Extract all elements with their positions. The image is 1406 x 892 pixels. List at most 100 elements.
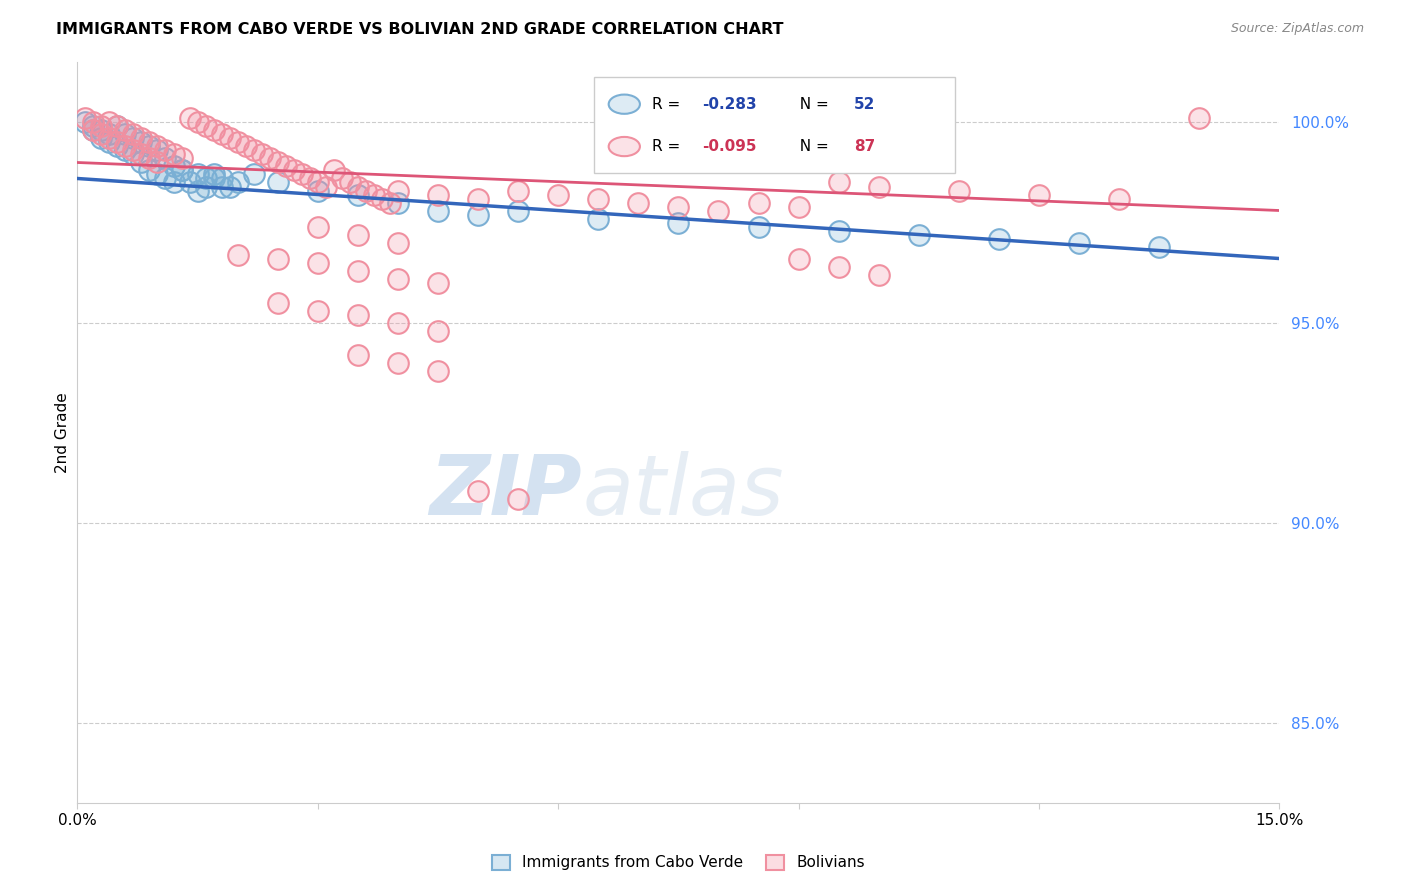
Point bbox=[387, 235, 409, 250]
Point bbox=[508, 184, 530, 198]
Point bbox=[1188, 112, 1211, 126]
Point bbox=[155, 171, 177, 186]
Point bbox=[107, 120, 129, 134]
Point bbox=[387, 316, 409, 330]
Point bbox=[1069, 235, 1091, 250]
Point bbox=[226, 136, 249, 150]
Point bbox=[427, 324, 450, 338]
Legend: Immigrants from Cabo Verde, Bolivians: Immigrants from Cabo Verde, Bolivians bbox=[485, 848, 872, 877]
Point bbox=[202, 171, 225, 186]
Point bbox=[627, 195, 650, 210]
Point bbox=[138, 136, 160, 150]
Point bbox=[194, 120, 217, 134]
Point bbox=[82, 120, 104, 134]
Point bbox=[828, 176, 851, 190]
Point bbox=[226, 247, 249, 261]
Point bbox=[748, 219, 770, 234]
Point bbox=[668, 215, 690, 229]
Point bbox=[347, 187, 370, 202]
Point bbox=[138, 152, 160, 166]
Point bbox=[347, 348, 370, 362]
Point bbox=[90, 123, 112, 137]
Point bbox=[170, 152, 193, 166]
Point bbox=[339, 176, 361, 190]
Point bbox=[347, 179, 370, 194]
Point bbox=[868, 268, 890, 282]
Point bbox=[98, 131, 121, 145]
Point bbox=[948, 184, 970, 198]
Point bbox=[387, 195, 409, 210]
Point bbox=[427, 276, 450, 290]
Point bbox=[547, 187, 569, 202]
Point bbox=[707, 203, 730, 218]
Point bbox=[508, 491, 530, 506]
Point bbox=[787, 252, 810, 266]
Point bbox=[828, 223, 851, 237]
Point bbox=[988, 231, 1011, 245]
Point bbox=[427, 203, 450, 218]
Point bbox=[114, 144, 136, 158]
Point bbox=[307, 255, 329, 269]
Point bbox=[787, 200, 810, 214]
Point bbox=[508, 203, 530, 218]
Point bbox=[387, 355, 409, 369]
Point bbox=[298, 171, 321, 186]
Point bbox=[98, 115, 121, 129]
Point bbox=[242, 144, 264, 158]
Point bbox=[146, 144, 169, 158]
Point bbox=[1108, 192, 1130, 206]
Point bbox=[307, 176, 329, 190]
Point bbox=[242, 168, 264, 182]
Text: R =: R = bbox=[652, 96, 685, 112]
Point bbox=[162, 176, 184, 190]
Point bbox=[267, 176, 290, 190]
Point bbox=[75, 112, 97, 126]
Point bbox=[146, 139, 169, 153]
Y-axis label: 2nd Grade: 2nd Grade bbox=[55, 392, 70, 473]
Point bbox=[131, 131, 153, 145]
Point bbox=[218, 179, 240, 194]
Point bbox=[235, 139, 257, 153]
Point bbox=[1149, 239, 1171, 253]
Point bbox=[146, 155, 169, 169]
Text: atlas: atlas bbox=[582, 451, 785, 533]
Point bbox=[218, 131, 240, 145]
Point bbox=[347, 308, 370, 322]
Point bbox=[82, 123, 104, 137]
Point bbox=[131, 155, 153, 169]
Text: N =: N = bbox=[790, 96, 834, 112]
Point bbox=[114, 128, 136, 142]
Point bbox=[226, 176, 249, 190]
Point bbox=[322, 163, 344, 178]
Point bbox=[354, 184, 377, 198]
Point bbox=[347, 263, 370, 277]
Point bbox=[170, 163, 193, 178]
Point bbox=[588, 192, 610, 206]
Point bbox=[267, 155, 290, 169]
Text: R =: R = bbox=[652, 139, 685, 154]
Point bbox=[259, 152, 281, 166]
Point bbox=[187, 184, 209, 198]
Point bbox=[387, 184, 409, 198]
Point bbox=[427, 187, 450, 202]
Point bbox=[179, 112, 201, 126]
Point bbox=[427, 363, 450, 377]
Point bbox=[155, 152, 177, 166]
Point bbox=[274, 160, 297, 174]
Point bbox=[122, 128, 145, 142]
Point bbox=[371, 192, 394, 206]
Point bbox=[90, 128, 112, 142]
Point bbox=[187, 168, 209, 182]
Circle shape bbox=[609, 136, 640, 156]
Point bbox=[291, 168, 314, 182]
Point bbox=[1028, 187, 1050, 202]
Circle shape bbox=[609, 95, 640, 114]
Point bbox=[98, 136, 121, 150]
Point bbox=[75, 115, 97, 129]
Text: 52: 52 bbox=[853, 96, 876, 112]
Text: N =: N = bbox=[790, 139, 834, 154]
Point bbox=[82, 123, 104, 137]
Point bbox=[908, 227, 931, 242]
Point bbox=[828, 260, 851, 274]
Point bbox=[330, 171, 353, 186]
